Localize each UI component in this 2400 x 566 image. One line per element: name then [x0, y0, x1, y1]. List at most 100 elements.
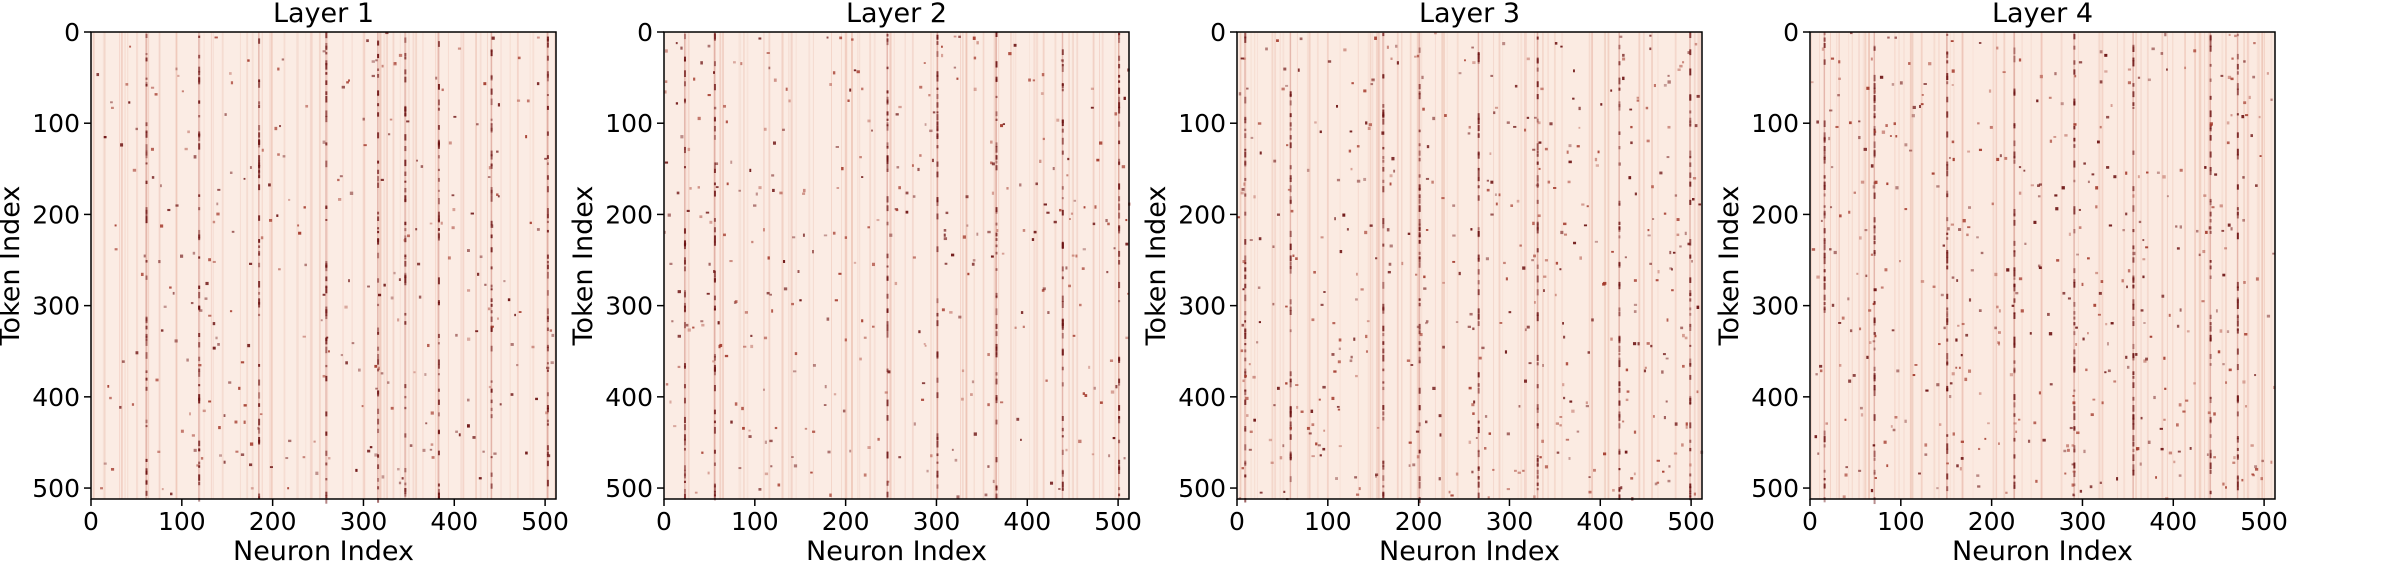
- activation-mark: [1382, 166, 1385, 172]
- activation-mark: [1244, 118, 1247, 124]
- activation-dot: [680, 46, 683, 50]
- activation-streak: [160, 32, 161, 499]
- activation-dot: [924, 123, 927, 126]
- activation-dot: [417, 262, 421, 266]
- activation-mark: [1418, 422, 1421, 427]
- activation-dot: [2146, 171, 2149, 174]
- activation-streak: [2003, 32, 2006, 499]
- activation-mark: [1946, 317, 1949, 323]
- activation-dot: [1891, 329, 1895, 332]
- activation-mark: [490, 456, 493, 459]
- activation-dot: [1681, 443, 1684, 447]
- activation-dot: [496, 193, 499, 196]
- activation-mark: [490, 125, 493, 133]
- activation-dot: [1289, 426, 1292, 430]
- activation-dot: [919, 154, 922, 157]
- activation-dot: [1439, 433, 1442, 437]
- activation-mark: [1946, 60, 1949, 64]
- activation-mark: [936, 461, 939, 464]
- activation-streak: [2198, 32, 2201, 499]
- activation-mark: [886, 66, 889, 70]
- activation-mark: [936, 102, 939, 108]
- activation-mark: [1477, 321, 1480, 327]
- activation-mark: [2073, 331, 2076, 336]
- activation-dot: [2092, 398, 2096, 401]
- activation-mark: [437, 107, 440, 111]
- activation-dot: [1680, 326, 1684, 330]
- activation-dot: [1828, 136, 1831, 141]
- activation-dot: [2100, 280, 2104, 284]
- activation-dot: [1838, 77, 1841, 80]
- activation-mark: [1689, 495, 1692, 501]
- activation-dot: [1408, 464, 1411, 467]
- activation-dot: [536, 82, 540, 86]
- y-axis-label: Token Index: [568, 186, 599, 347]
- activation-dot: [766, 291, 770, 295]
- activation-mark: [2236, 475, 2239, 483]
- activation-dot: [114, 248, 118, 251]
- activation-mark: [1689, 68, 1692, 76]
- activation-dot: [1079, 303, 1082, 307]
- activation-streak: [857, 32, 859, 499]
- activation-mark: [1873, 319, 1876, 326]
- activation-streak: [1961, 32, 1964, 499]
- activation-mark: [1873, 141, 1876, 149]
- activation-dot: [1666, 318, 1669, 322]
- activation-mark: [995, 343, 998, 349]
- activation-mark: [1873, 83, 1876, 90]
- activation-mark: [2236, 281, 2239, 289]
- activation-mark: [995, 372, 998, 376]
- activation-streak: [158, 32, 161, 499]
- activation-dot: [2230, 77, 2234, 81]
- prominent-neuron-column: [1823, 32, 1826, 499]
- activation-dot: [1506, 488, 1510, 491]
- activation-streak: [1603, 32, 1606, 499]
- activation-dot: [1472, 412, 1475, 415]
- activation-mark: [1618, 450, 1621, 455]
- activation-mark: [377, 112, 380, 117]
- activation-mark: [377, 303, 380, 307]
- activation-mark: [1477, 289, 1480, 296]
- activation-dot: [487, 176, 491, 179]
- activation-mark: [404, 235, 407, 243]
- activation-streak: [1054, 32, 1057, 499]
- activation-dot: [1694, 42, 1698, 46]
- activation-streak: [1250, 32, 1252, 499]
- activation-dot: [2253, 42, 2256, 45]
- activation-mark: [1244, 116, 1247, 120]
- activation-dot: [1125, 242, 1129, 246]
- activation-dot: [160, 224, 164, 228]
- activation-mark: [1618, 353, 1621, 356]
- activation-dot: [2252, 75, 2256, 79]
- activation-streak: [1378, 32, 1381, 499]
- activation-dot: [1928, 62, 1932, 66]
- activation-mark: [1536, 463, 1539, 467]
- activation-mark: [490, 220, 493, 226]
- activation-mark: [1118, 96, 1121, 103]
- activation-dot: [415, 228, 418, 231]
- activation-dot: [1692, 177, 1697, 180]
- activation-dot: [2145, 357, 2148, 361]
- activation-dot: [2204, 166, 2207, 169]
- activation-streak: [845, 32, 848, 499]
- activation-dot: [763, 127, 767, 131]
- activation-dot: [135, 127, 138, 131]
- activation-dot: [2048, 96, 2052, 99]
- activation-dot: [913, 422, 916, 426]
- activation-mark: [936, 352, 939, 359]
- activation-mark: [2132, 417, 2135, 425]
- activation-streak: [1072, 32, 1074, 499]
- activation-mark: [1873, 347, 1876, 351]
- prominent-neuron-column: [2132, 32, 2134, 499]
- activation-streak: [1995, 32, 1998, 499]
- activation-dot: [1506, 121, 1510, 124]
- activation-dot: [349, 191, 354, 195]
- activation-mark: [258, 239, 261, 243]
- activation-mark: [886, 142, 889, 147]
- activation-mark: [1244, 128, 1247, 131]
- activation-streak: [1498, 32, 1501, 499]
- activation-dot: [2029, 332, 2032, 335]
- activation-dot: [516, 99, 521, 102]
- activation-mark: [1244, 36, 1247, 43]
- activation-dot: [1484, 447, 1487, 450]
